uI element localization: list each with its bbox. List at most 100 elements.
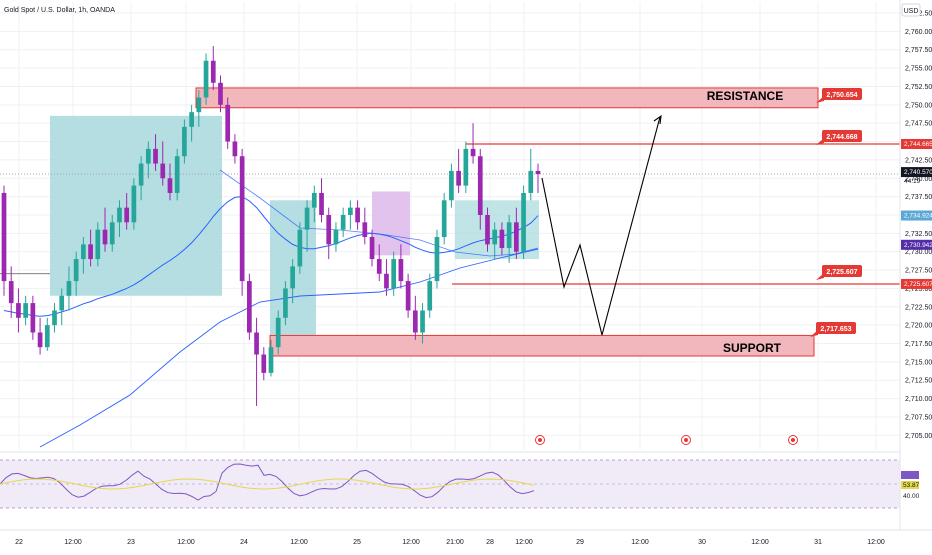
candle-body <box>456 170 461 186</box>
candle-body <box>88 244 93 260</box>
demand-area-3 <box>455 200 539 260</box>
candle-body <box>16 303 21 318</box>
price-tick-label: 2,710.000 <box>905 396 932 403</box>
time-axis[interactable] <box>0 530 932 550</box>
candle-body <box>218 82 223 105</box>
badge-box <box>822 265 862 277</box>
candle-body <box>398 259 404 282</box>
price-tick-label: 2,740.000 <box>905 176 932 183</box>
candle-body <box>174 156 180 193</box>
candle-body <box>210 60 216 83</box>
candle-body <box>52 310 57 326</box>
price-tick-label: 2,755.000 <box>905 66 932 73</box>
candle-body <box>477 156 483 215</box>
candle-body <box>66 281 72 296</box>
candle-body <box>138 163 144 186</box>
candle <box>124 192 130 230</box>
candle-body <box>8 281 14 304</box>
time-tick-label: 25 <box>353 539 361 546</box>
time-tick-label: 12:00 <box>867 539 885 546</box>
time-tick-label: 28 <box>486 539 494 546</box>
price-tick-label: 2,760.000 <box>905 29 932 36</box>
candle-body <box>145 148 151 164</box>
candle-body <box>535 170 541 175</box>
candle <box>340 207 346 238</box>
event-flag-icon[interactable] <box>788 435 798 445</box>
event-flag-icon[interactable] <box>681 435 691 445</box>
candle-body <box>290 266 295 289</box>
candle <box>30 295 36 340</box>
candle <box>441 192 447 245</box>
candle <box>174 148 180 201</box>
time-tick-label: 12:00 <box>402 539 420 546</box>
candle <box>160 141 166 186</box>
candle <box>384 259 389 296</box>
badge-text: 2,750.654 <box>826 92 857 99</box>
candle <box>535 163 541 193</box>
candle-body <box>44 325 50 348</box>
candle-body <box>434 237 440 282</box>
time-ticks: 22 12:00 23 12:00 24 12:00 25 12:00 21:00 28 12:00… <box>15 539 885 546</box>
time-tick-label: 21:00 <box>446 539 464 546</box>
candle <box>268 339 274 377</box>
candle-body <box>427 281 433 311</box>
candle <box>1 185 7 296</box>
candle <box>275 310 281 355</box>
resistance-line-badge: 2,744.668 <box>816 130 862 145</box>
candle <box>44 317 50 351</box>
current-price-badge-text: 2,740.570 <box>904 169 932 176</box>
candle <box>470 123 476 164</box>
candle <box>369 229 375 267</box>
event-dot <box>791 438 795 442</box>
candle <box>153 134 158 171</box>
price-axis[interactable] <box>900 0 932 530</box>
candle-body <box>73 259 79 282</box>
price-tick-label: 2,717.500 <box>905 341 932 348</box>
rsi-ma-badge <box>901 481 919 489</box>
annotations: RESISTANCE SUPPORT 2,750.654 2,744.668 2,725… <box>535 88 862 445</box>
candle-body <box>247 281 252 333</box>
candle-body <box>528 170 534 193</box>
candle <box>326 207 332 260</box>
candles <box>1 46 541 406</box>
candle <box>232 134 238 164</box>
candle-body <box>348 207 353 215</box>
time-tick-label: 22 <box>15 539 23 546</box>
candle-body <box>232 141 238 157</box>
price-tick-label: 2,737.500 <box>905 194 932 201</box>
support-price-badge <box>901 278 932 289</box>
candle-body <box>203 60 209 98</box>
candle <box>449 163 454 208</box>
candle <box>37 317 43 355</box>
candle-body <box>492 229 498 245</box>
candle <box>203 53 209 105</box>
currency-button[interactable] <box>901 3 921 17</box>
candle <box>95 222 101 267</box>
event-dot <box>538 438 542 442</box>
candle <box>463 141 469 193</box>
ma-purple-badge <box>901 239 932 250</box>
candle <box>405 273 411 318</box>
badge-box <box>816 322 856 334</box>
candle-body <box>420 310 425 333</box>
candle <box>311 185 317 223</box>
rsi-pane <box>0 459 900 509</box>
candle <box>420 303 425 344</box>
candle <box>362 207 368 245</box>
candle <box>138 156 144 201</box>
candle-body <box>333 229 339 245</box>
candle <box>247 273 252 340</box>
candle <box>131 178 137 230</box>
candle-body <box>254 332 259 355</box>
projected-path <box>541 116 661 336</box>
event-flag-icon[interactable] <box>535 435 545 445</box>
resistance-price-badge-text: 2,744.665 <box>904 141 932 148</box>
candle <box>348 200 353 230</box>
countdown-text: 44:19 <box>904 178 921 185</box>
event-dot <box>684 438 688 442</box>
candle-body <box>268 347 274 373</box>
price-tick-label: 2,727.500 <box>905 268 932 275</box>
candle <box>218 75 223 113</box>
